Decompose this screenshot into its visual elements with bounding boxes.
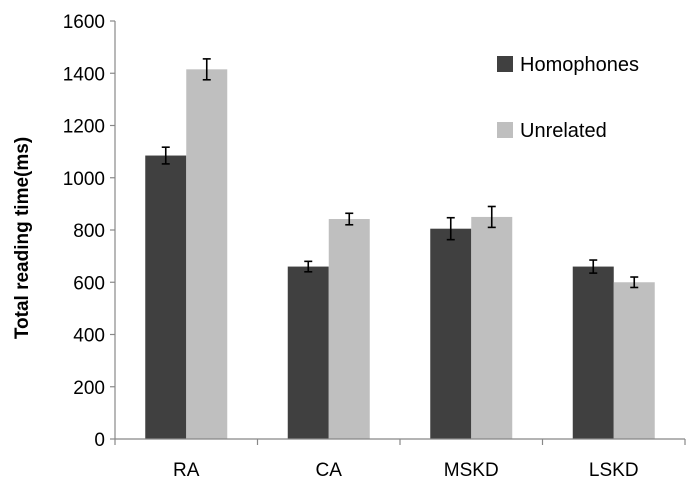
x-tick-label: LSKD [589,460,639,481]
error-bar [630,276,639,289]
y-tick-label: 1400 [63,64,105,85]
y-tick-label: 400 [73,326,105,347]
y-tick-label: 600 [73,273,105,294]
bars [145,69,655,440]
legend-label-homophones: Homophones [520,54,639,76]
legend-label-unrelated: Unrelated [520,120,607,142]
bar-homophones-ra [145,155,187,439]
bar-unrelated-lskd [613,282,655,439]
legend: Homophones Unrelated [497,54,639,142]
x-tick-label: RA [173,460,200,481]
y-tick-label: 800 [73,221,105,242]
y-tick-label: 200 [73,378,105,399]
bar-unrelated-ra [186,69,228,440]
bar-homophones-lskd [572,266,614,439]
legend-swatch-unrelated [497,122,513,138]
error-bar [304,260,313,273]
y-tick-label: 0 [94,430,105,451]
error-bar [487,205,496,229]
y-axis-ticks: 0 200 400 600 800 1000 1200 1400 1600 [63,12,115,451]
y-tick-label: 1600 [63,12,105,33]
bar-unrelated-ca [328,219,370,439]
bar-unrelated-mskd [471,216,513,439]
x-axis-ticks: RA CA MSKD LSKD [114,439,686,481]
bar-homophones-ca [287,266,329,439]
x-tick-label: CA [316,460,343,481]
bar-homophones-mskd [430,228,472,439]
error-bar [202,58,211,81]
error-bar [161,146,170,165]
error-bar [345,212,354,226]
y-tick-label: 1000 [63,169,105,190]
error-bar [589,259,598,274]
x-tick-label: MSKD [444,460,499,481]
error-bar [446,216,455,241]
y-tick-label: 1200 [63,117,105,138]
error-bars [161,58,639,289]
y-axis-title: Total reading time(ms) [12,137,33,339]
legend-swatch-homophones [497,56,513,72]
